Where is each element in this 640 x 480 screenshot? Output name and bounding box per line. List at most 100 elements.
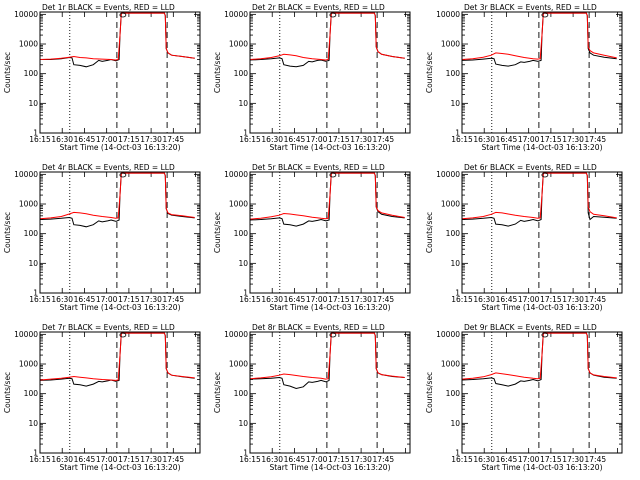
x-tick-label: 17:00 (306, 135, 328, 144)
x-tick-label: 16:45 (74, 295, 96, 304)
y-tick-label: 100 (24, 389, 39, 398)
y-tick-label: 10000 (224, 170, 248, 179)
y-axis-label: Counts/sec (425, 372, 434, 413)
x-tick-label: 17:15 (118, 455, 140, 464)
x-tick-label: 17:15 (328, 455, 350, 464)
chart-panel: Det 7r BLACK = Events, RED = LLD 1 10 100 10… (3, 323, 201, 472)
x-tick-label: 17:45 (585, 295, 607, 304)
x-tick-label: 16:15 (29, 135, 51, 144)
chart-panel: Det 3r BLACK = Events, RED = LLD 1 10 100 10… (425, 3, 623, 152)
x-tick-label: 17:45 (163, 135, 185, 144)
series-group (40, 332, 195, 387)
x-tick-label: 17:45 (373, 455, 395, 464)
x-axis-label: Start Time (14-Oct-03 16:13:20) (269, 463, 390, 472)
plot-frame (461, 331, 623, 454)
x-tick-label: 17:00 (306, 295, 328, 304)
overflow-marker (329, 172, 337, 178)
x-tick-label: 16:45 (74, 135, 96, 144)
x-tick-label: 17:00 (96, 135, 118, 144)
y-tick-label: 10 (238, 419, 248, 428)
x-tick-label: 16:30 (51, 455, 73, 464)
x-tick-label: 16:45 (496, 455, 518, 464)
y-tick-label: 1000 (229, 200, 248, 209)
x-tick-label: 16:15 (29, 295, 51, 304)
y-tick-label: 10000 (224, 330, 248, 339)
y-axis-label: Counts/sec (3, 372, 12, 413)
lld-series-line (40, 172, 195, 220)
overflow-marker (329, 12, 337, 18)
lld-series-line (250, 172, 405, 220)
y-tick-label: 10000 (14, 170, 38, 179)
x-tick-label: 17:00 (518, 455, 540, 464)
x-tick-label: 16:30 (51, 135, 73, 144)
chart-title: Det 8r BLACK = Events, RED = LLD (252, 323, 385, 332)
y-tick-label: 1000 (229, 40, 248, 49)
y-axis-label: Counts/sec (425, 212, 434, 253)
x-tick-label: 17:30 (350, 295, 372, 304)
series-group (250, 332, 405, 390)
y-tick-label: 10 (450, 99, 460, 108)
x-tick-label: 17:00 (96, 455, 118, 464)
series-group (40, 12, 195, 68)
y-tick-label: 1000 (19, 40, 38, 49)
x-tick-label: 17:45 (163, 455, 185, 464)
x-tick-label: 17:15 (540, 295, 562, 304)
y-tick-label: 10 (450, 259, 460, 268)
events-series-line (462, 12, 617, 67)
y-tick-label: 10000 (224, 10, 248, 19)
y-tick-label: 10 (28, 259, 38, 268)
x-tick-label: 16:30 (473, 455, 495, 464)
x-tick-label: 17:15 (118, 295, 140, 304)
events-series-line (40, 172, 195, 228)
y-tick-label: 1000 (19, 200, 38, 209)
x-tick-label: 16:45 (496, 135, 518, 144)
y-tick-label: 10 (238, 259, 248, 268)
overflow-marker (541, 332, 549, 338)
y-tick-label: 10 (28, 419, 38, 428)
y-axis-label: Counts/sec (213, 372, 222, 413)
x-tick-label: 16:15 (451, 455, 473, 464)
overflow-marker (119, 332, 127, 338)
x-tick-label: 17:45 (163, 295, 185, 304)
x-tick-label: 17:15 (328, 295, 350, 304)
chart-title: Det 7r BLACK = Events, RED = LLD (42, 323, 175, 332)
x-axis-label: Start Time (14-Oct-03 16:13:20) (269, 143, 390, 152)
y-axis-label: Counts/sec (213, 52, 222, 93)
chart-panel: Det 1r BLACK = Events, RED = LLD 1 10 100 10… (3, 3, 201, 152)
y-tick-label: 10000 (436, 330, 460, 339)
lld-series-line (462, 172, 617, 220)
x-tick-label: 17:45 (373, 295, 395, 304)
overflow-marker (329, 332, 337, 338)
lld-series-line (462, 12, 617, 60)
x-tick-label: 16:45 (284, 135, 306, 144)
y-tick-label: 10000 (14, 10, 38, 19)
y-tick-label: 10 (28, 99, 38, 108)
y-tick-label: 1 (455, 449, 460, 458)
x-axis-label: Start Time (14-Oct-03 16:13:20) (59, 143, 180, 152)
x-axis-label: Start Time (14-Oct-03 16:13:20) (481, 303, 602, 312)
y-tick-label: 10 (450, 419, 460, 428)
x-tick-label: 16:15 (239, 455, 261, 464)
y-tick-label: 100 (234, 69, 249, 78)
y-tick-label: 1 (33, 289, 38, 298)
x-tick-label: 17:30 (350, 135, 372, 144)
chart-title: Det 2r BLACK = Events, RED = LLD (252, 3, 385, 12)
x-tick-label: 16:45 (284, 295, 306, 304)
x-tick-label: 17:45 (585, 135, 607, 144)
y-tick-label: 10000 (436, 170, 460, 179)
y-tick-label: 100 (446, 69, 461, 78)
plot-frame (249, 11, 411, 134)
x-tick-label: 17:15 (118, 135, 140, 144)
y-tick-label: 10000 (14, 330, 38, 339)
lld-series-line (40, 332, 195, 381)
chart-title: Det 1r BLACK = Events, RED = LLD (42, 3, 175, 12)
plot-frame (39, 11, 201, 134)
x-tick-label: 16:15 (451, 135, 473, 144)
y-tick-label: 1 (33, 449, 38, 458)
x-tick-label: 16:45 (284, 455, 306, 464)
x-tick-label: 17:00 (306, 455, 328, 464)
lld-series-line (250, 332, 405, 380)
chart-title: Det 3r BLACK = Events, RED = LLD (464, 3, 597, 12)
plot-frame (249, 171, 411, 294)
